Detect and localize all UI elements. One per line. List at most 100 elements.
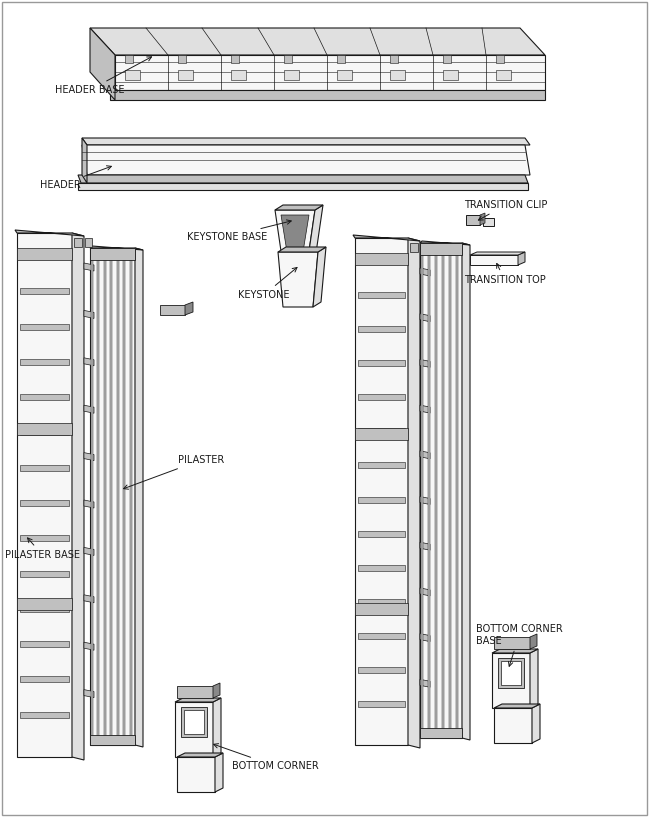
Polygon shape (91, 250, 93, 743)
Polygon shape (421, 245, 423, 736)
Polygon shape (82, 145, 530, 175)
Polygon shape (84, 642, 94, 650)
Polygon shape (178, 70, 193, 80)
Polygon shape (435, 245, 437, 736)
Polygon shape (284, 70, 299, 80)
Polygon shape (181, 707, 207, 737)
Polygon shape (358, 530, 405, 537)
Polygon shape (130, 250, 132, 743)
Polygon shape (410, 243, 418, 252)
Polygon shape (135, 248, 143, 747)
Polygon shape (466, 215, 480, 225)
Text: PILASTER BASE: PILASTER BASE (5, 538, 80, 560)
Polygon shape (358, 565, 405, 570)
Polygon shape (337, 55, 345, 63)
Polygon shape (175, 698, 221, 702)
Polygon shape (20, 712, 69, 717)
Text: TRANSITION TOP: TRANSITION TOP (464, 263, 546, 285)
Polygon shape (20, 288, 69, 294)
Polygon shape (358, 599, 405, 605)
Polygon shape (530, 649, 538, 708)
Polygon shape (501, 661, 521, 685)
Polygon shape (84, 690, 94, 698)
Polygon shape (390, 70, 405, 80)
Polygon shape (20, 359, 69, 365)
Polygon shape (308, 205, 323, 258)
Polygon shape (20, 253, 69, 259)
Polygon shape (496, 55, 504, 63)
Polygon shape (123, 250, 125, 743)
Polygon shape (184, 710, 204, 734)
Polygon shape (420, 268, 430, 276)
Polygon shape (215, 753, 223, 792)
Polygon shape (456, 245, 458, 736)
Polygon shape (17, 248, 72, 260)
Polygon shape (20, 641, 69, 647)
Polygon shape (90, 246, 143, 250)
Text: PILASTER: PILASTER (123, 455, 225, 489)
Polygon shape (421, 243, 428, 252)
Polygon shape (492, 653, 530, 708)
Polygon shape (213, 698, 221, 757)
Polygon shape (355, 428, 408, 440)
Polygon shape (15, 230, 84, 236)
Text: KEYSTONE BASE: KEYSTONE BASE (187, 220, 291, 242)
Polygon shape (483, 218, 494, 226)
Polygon shape (177, 757, 215, 792)
Polygon shape (90, 735, 135, 745)
Polygon shape (358, 360, 405, 366)
Text: HEADER: HEADER (40, 166, 112, 190)
Polygon shape (390, 55, 398, 63)
Polygon shape (443, 70, 458, 80)
Polygon shape (355, 238, 408, 745)
Polygon shape (115, 55, 545, 90)
Polygon shape (20, 606, 69, 612)
Polygon shape (275, 210, 315, 258)
Polygon shape (90, 248, 135, 745)
Polygon shape (178, 55, 186, 63)
Polygon shape (74, 238, 82, 247)
Polygon shape (494, 637, 530, 649)
Polygon shape (84, 595, 94, 603)
Polygon shape (78, 183, 528, 190)
Polygon shape (213, 683, 220, 698)
Polygon shape (462, 243, 470, 740)
Polygon shape (358, 667, 405, 673)
Polygon shape (231, 70, 246, 80)
Polygon shape (358, 633, 405, 639)
Polygon shape (358, 462, 405, 468)
Polygon shape (494, 704, 540, 708)
Polygon shape (177, 753, 223, 757)
Polygon shape (449, 245, 451, 736)
Polygon shape (20, 500, 69, 506)
Polygon shape (284, 55, 292, 63)
Polygon shape (470, 252, 525, 255)
Polygon shape (78, 175, 528, 183)
Polygon shape (278, 252, 318, 307)
Polygon shape (97, 250, 99, 743)
Polygon shape (355, 253, 408, 265)
Polygon shape (470, 255, 518, 265)
Polygon shape (84, 310, 94, 319)
Polygon shape (82, 138, 87, 183)
Polygon shape (20, 465, 69, 471)
Polygon shape (125, 55, 133, 63)
Text: TRANSITION CLIP: TRANSITION CLIP (464, 200, 547, 220)
Polygon shape (84, 405, 94, 413)
Text: BOTTOM CORNER
BASE: BOTTOM CORNER BASE (476, 624, 563, 667)
Polygon shape (498, 658, 524, 688)
Polygon shape (104, 250, 106, 743)
Polygon shape (110, 250, 112, 743)
Polygon shape (420, 728, 462, 738)
Polygon shape (443, 55, 451, 63)
Polygon shape (420, 243, 462, 738)
Polygon shape (420, 314, 430, 322)
Polygon shape (494, 708, 532, 743)
Polygon shape (420, 451, 430, 459)
Polygon shape (175, 702, 213, 757)
Polygon shape (177, 686, 213, 698)
Polygon shape (530, 634, 537, 649)
Polygon shape (231, 55, 239, 63)
Text: HEADER BASE: HEADER BASE (55, 57, 152, 95)
Polygon shape (408, 238, 420, 748)
